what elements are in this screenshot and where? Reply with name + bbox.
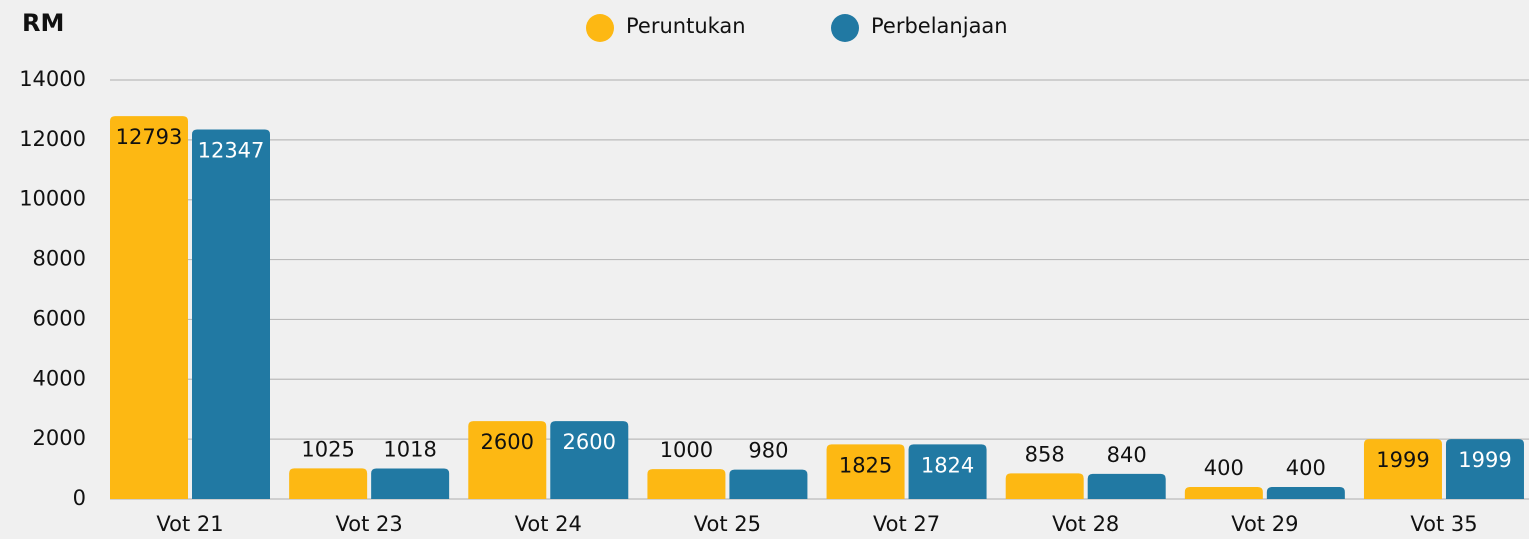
bar xyxy=(1445,439,1524,499)
bar xyxy=(1266,487,1345,499)
y-tick-label: 0 xyxy=(73,486,86,510)
bar xyxy=(908,444,987,499)
x-tick-label: Vot 28 xyxy=(1052,512,1119,536)
y-tick-label: 14000 xyxy=(19,67,86,91)
data-label: 1825 xyxy=(839,453,892,477)
data-label: 840 xyxy=(1107,443,1147,467)
legend-label: Perbelanjaan xyxy=(871,14,1008,38)
bar xyxy=(1184,487,1263,499)
data-label: 2600 xyxy=(563,430,616,454)
data-label: 1018 xyxy=(383,438,436,462)
bar xyxy=(110,116,188,500)
y-tick-label: 4000 xyxy=(33,366,86,390)
data-label: 858 xyxy=(1025,442,1065,466)
bar xyxy=(1363,439,1442,499)
legend-label: Peruntukan xyxy=(626,14,746,38)
bar xyxy=(192,129,270,499)
y-axis-label: RM xyxy=(22,9,64,37)
x-tick-label: Vot 25 xyxy=(694,512,761,536)
data-label: 1999 xyxy=(1458,448,1511,472)
data-label: 1025 xyxy=(301,437,354,461)
bar xyxy=(1087,473,1166,499)
x-tick-label: Vot 21 xyxy=(156,512,223,536)
data-label: 980 xyxy=(748,439,788,463)
data-label: 400 xyxy=(1204,456,1244,480)
x-tick-label: Vot 27 xyxy=(873,512,940,536)
data-label: 1824 xyxy=(921,453,974,477)
legend-marker xyxy=(586,14,614,42)
y-tick-label: 8000 xyxy=(33,247,86,271)
x-tick-label: Vot 35 xyxy=(1410,512,1477,536)
bar xyxy=(371,468,450,499)
bar xyxy=(729,469,808,499)
y-tick-label: 12000 xyxy=(19,127,86,151)
bar xyxy=(647,469,726,499)
y-tick-label: 6000 xyxy=(33,306,86,330)
bar xyxy=(468,421,547,499)
bar xyxy=(1005,473,1084,499)
data-label: 12347 xyxy=(198,138,265,162)
legend-marker xyxy=(831,14,859,42)
bar xyxy=(550,421,629,499)
data-label: 12793 xyxy=(116,125,183,149)
x-tick-label: Vot 23 xyxy=(336,512,403,536)
data-label: 400 xyxy=(1286,456,1326,480)
x-tick-label: Vot 29 xyxy=(1231,512,1298,536)
x-tick-label: Vot 24 xyxy=(515,512,582,536)
data-label: 1999 xyxy=(1376,448,1429,472)
data-label: 1000 xyxy=(660,438,713,462)
bar xyxy=(826,444,905,499)
y-tick-label: 10000 xyxy=(19,187,86,211)
bar xyxy=(289,468,368,499)
y-tick-label: 2000 xyxy=(33,426,86,450)
data-label: 2600 xyxy=(481,430,534,454)
